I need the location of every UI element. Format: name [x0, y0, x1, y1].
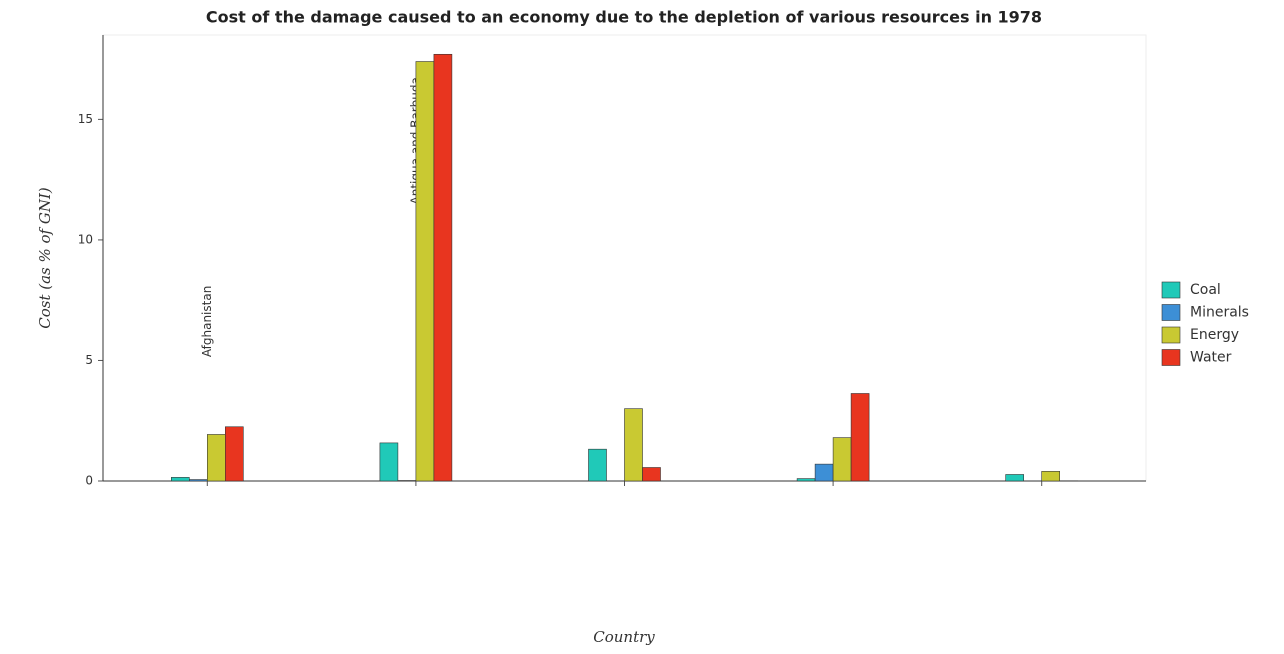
bar: [625, 409, 643, 481]
legend-label: Water: [1190, 350, 1232, 366]
y-axis-title: Cost (as % of GNI): [36, 187, 54, 329]
legend-swatch: [1162, 327, 1180, 343]
legend-label: Energy: [1190, 327, 1239, 343]
legend-swatch: [1162, 350, 1180, 366]
legend-swatch: [1162, 282, 1180, 298]
bar: [434, 54, 452, 481]
y-tick-label: 0: [85, 474, 93, 488]
bar: [851, 393, 869, 481]
bar: [416, 62, 434, 481]
y-tick-label: 5: [85, 353, 93, 367]
legend-label: Coal: [1190, 282, 1221, 298]
bar: [833, 438, 851, 481]
bar: [797, 479, 815, 481]
legend-swatch: [1162, 305, 1180, 321]
bar: [589, 449, 607, 481]
legend-label: Minerals: [1190, 305, 1249, 321]
bar: [171, 477, 189, 481]
chart-title: Cost of the damage caused to an economy …: [206, 8, 1042, 27]
bar: [1006, 474, 1024, 481]
bar: [1042, 471, 1060, 481]
bar: [815, 464, 833, 481]
bar: [225, 427, 243, 481]
y-tick-label: 15: [78, 112, 93, 126]
x-axis-title: Country: [593, 628, 655, 646]
y-tick-label: 10: [78, 232, 93, 246]
bar: [643, 467, 661, 481]
bar: [207, 434, 225, 481]
bar: [380, 443, 398, 481]
x-tick-label: Afghanistan: [200, 286, 214, 357]
bar: [189, 480, 207, 481]
